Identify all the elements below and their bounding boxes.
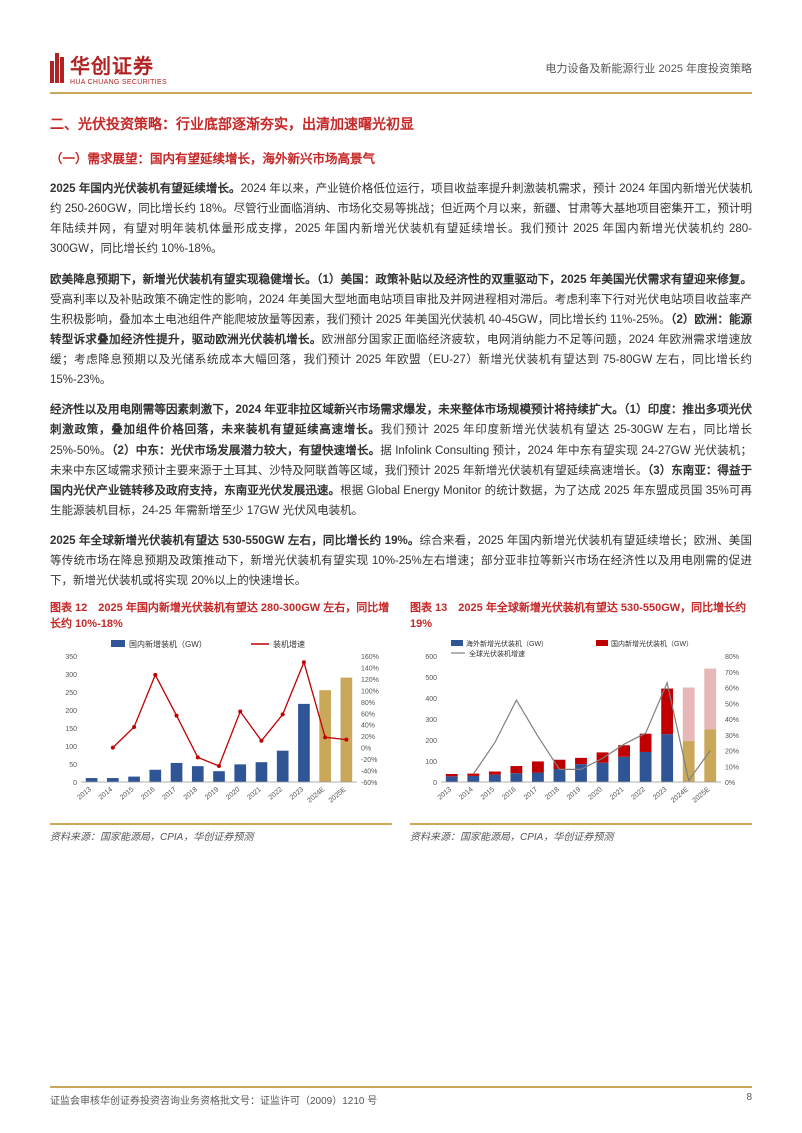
svg-text:2023: 2023 — [652, 786, 669, 801]
logo-text-en: HUA CHUANG SECURITIES — [70, 79, 167, 86]
chart-12-source: 资料来源：国家能源局，CPIA，华创证券预测 — [50, 823, 392, 843]
svg-text:2013: 2013 — [76, 786, 93, 801]
svg-text:40%: 40% — [725, 717, 739, 724]
page-header: 华创证券 HUA CHUANG SECURITIES 电力设备及新能源行业 20… — [50, 50, 752, 94]
svg-text:2014: 2014 — [458, 786, 475, 801]
svg-text:2025E: 2025E — [328, 786, 348, 805]
svg-text:2016: 2016 — [501, 786, 518, 801]
svg-text:2017: 2017 — [161, 786, 178, 801]
footer-left: 证监会审核华创证券投资咨询业务资格批文号：证监许可（2009）1210 号 — [50, 1092, 377, 1107]
logo-icon — [50, 53, 64, 83]
sub-title: （一）需求展望：国内有望延续增长，海外新兴市场高景气 — [50, 148, 752, 167]
chart-12-block: 图表 12 2025 年国内新增光伏装机有望达 280-300GW 左右，同比增… — [50, 601, 392, 843]
svg-text:20%: 20% — [361, 734, 375, 741]
p3-lead2: （2）中东：光伏市场发展潜力较大，有望快速增长。 — [112, 445, 381, 457]
logo: 华创证券 HUA CHUANG SECURITIES — [50, 50, 167, 86]
svg-text:2015: 2015 — [480, 786, 497, 801]
chart-13-caption: 图表 13 2025 年全球新增光伏装机有望达 530-550GW，同比增长约 … — [410, 601, 752, 632]
svg-text:400: 400 — [425, 696, 437, 703]
svg-text:2024E: 2024E — [670, 786, 690, 805]
svg-text:300: 300 — [425, 717, 437, 724]
p2-mid: 受高利率以及补贴政策不确定性的影响，2024 年美国大型地面电站项目审批及并网进… — [50, 294, 752, 326]
svg-text:300: 300 — [65, 672, 77, 679]
svg-text:60%: 60% — [361, 711, 375, 718]
page-footer: 证监会审核华创证券投资咨询业务资格批文号：证监许可（2009）1210 号 8 — [50, 1086, 752, 1107]
svg-text:100: 100 — [425, 759, 437, 766]
svg-text:200: 200 — [65, 708, 77, 715]
paragraph-2: 欧美降息预期下，新增光伏装机有望实现稳健增长。（1）美国：政策补贴以及经济性的双… — [50, 270, 752, 391]
chart-12-caption: 图表 12 2025 年国内新增光伏装机有望达 280-300GW 左右，同比增… — [50, 601, 392, 632]
svg-text:100%: 100% — [361, 689, 379, 696]
svg-text:50: 50 — [69, 762, 77, 769]
svg-text:2018: 2018 — [183, 786, 200, 801]
svg-text:250: 250 — [65, 690, 77, 697]
svg-text:100: 100 — [65, 744, 77, 751]
svg-text:2018: 2018 — [544, 786, 561, 801]
svg-text:40%: 40% — [361, 723, 375, 730]
svg-text:20%: 20% — [725, 749, 739, 756]
p2-lead1: 欧美降息预期下，新增光伏装机有望实现稳健增长。（1）美国：政策补贴以及经济性的双… — [50, 274, 752, 286]
svg-text:160%: 160% — [361, 654, 379, 661]
section-title: 二、光伏投资策略：行业底部逐渐夯实，出清加速曙光初显 — [50, 114, 752, 134]
svg-text:2016: 2016 — [140, 786, 157, 801]
logo-text-cn: 华创证券 — [70, 50, 167, 79]
svg-text:150: 150 — [65, 726, 77, 733]
svg-text:-20%: -20% — [361, 757, 377, 764]
svg-text:80%: 80% — [725, 654, 739, 661]
svg-text:0%: 0% — [725, 780, 735, 787]
document-title: 电力设备及新能源行业 2025 年度投资策略 — [545, 60, 752, 76]
svg-text:600: 600 — [425, 654, 437, 661]
svg-text:2013: 2013 — [437, 786, 454, 801]
svg-text:海外新增光伏装机（GW）: 海外新增光伏装机（GW） — [466, 639, 548, 648]
svg-text:2017: 2017 — [523, 786, 540, 801]
svg-text:140%: 140% — [361, 666, 379, 673]
svg-text:2015: 2015 — [119, 786, 136, 801]
svg-text:2014: 2014 — [98, 786, 115, 801]
p4-lead: 2025 年全球新增光伏装机有望达 530-550GW 左右，同比增长约 19%… — [50, 535, 420, 547]
svg-text:0%: 0% — [361, 746, 371, 753]
svg-text:2019: 2019 — [566, 786, 583, 801]
chart-12-svg: 国内新增装机（GW） 装机增速 0 50 100 150 200 250 300 350 -60% -… — [50, 636, 392, 816]
chart-13-block: 图表 13 2025 年全球新增光伏装机有望达 530-550GW，同比增长约 … — [410, 601, 752, 843]
svg-text:120%: 120% — [361, 677, 379, 684]
svg-text:装机增速: 装机增速 — [273, 639, 305, 649]
svg-text:50%: 50% — [725, 701, 739, 708]
svg-text:60%: 60% — [725, 686, 739, 693]
svg-text:80%: 80% — [361, 700, 375, 707]
paragraph-1: 2025 年国内光伏装机有望延续增长。2024 年以来，产业链价格低位运行，项目… — [50, 179, 752, 260]
page-number: 8 — [746, 1092, 752, 1107]
svg-text:国内新增光伏装机（GW）: 国内新增光伏装机（GW） — [611, 639, 693, 648]
svg-text:2023: 2023 — [289, 786, 306, 801]
p1-lead: 2025 年国内光伏装机有望延续增长。 — [50, 183, 241, 195]
svg-text:2020: 2020 — [587, 786, 604, 801]
svg-text:-40%: -40% — [361, 769, 377, 776]
charts-row: 图表 12 2025 年国内新增光伏装机有望达 280-300GW 左右，同比增… — [50, 601, 752, 843]
svg-text:全球光伏装机增速: 全球光伏装机增速 — [469, 649, 525, 658]
svg-text:70%: 70% — [725, 670, 739, 677]
svg-text:2021: 2021 — [246, 786, 263, 801]
svg-text:10%: 10% — [725, 764, 739, 771]
svg-text:2025E: 2025E — [692, 786, 712, 805]
paragraph-4: 2025 年全球新增光伏装机有望达 530-550GW 左右，同比增长约 19%… — [50, 531, 752, 591]
svg-text:350: 350 — [65, 654, 77, 661]
svg-text:国内新增装机（GW）: 国内新增装机（GW） — [129, 639, 207, 649]
paragraph-3: 经济性以及用电刚需等因素刺激下，2024 年亚非拉区域新兴市场需求爆发，未来整体… — [50, 400, 752, 521]
svg-text:2024E: 2024E — [306, 786, 326, 805]
svg-text:200: 200 — [425, 738, 437, 745]
svg-text:0: 0 — [73, 780, 77, 787]
chart-13-source: 资料来源：国家能源局，CPIA，华创证券预测 — [410, 823, 752, 843]
svg-text:2022: 2022 — [268, 786, 285, 801]
svg-text:2021: 2021 — [609, 786, 626, 801]
svg-text:30%: 30% — [725, 733, 739, 740]
svg-text:500: 500 — [425, 675, 437, 682]
svg-text:2022: 2022 — [630, 786, 647, 801]
svg-text:2020: 2020 — [225, 786, 242, 801]
svg-text:2019: 2019 — [204, 786, 221, 801]
svg-text:-60%: -60% — [361, 780, 377, 787]
chart-13-svg: 海外新增光伏装机（GW） 国内新增光伏装机（GW） 全球光伏装机增速 0 100 200 3… — [410, 636, 752, 816]
svg-text:0: 0 — [433, 780, 437, 787]
